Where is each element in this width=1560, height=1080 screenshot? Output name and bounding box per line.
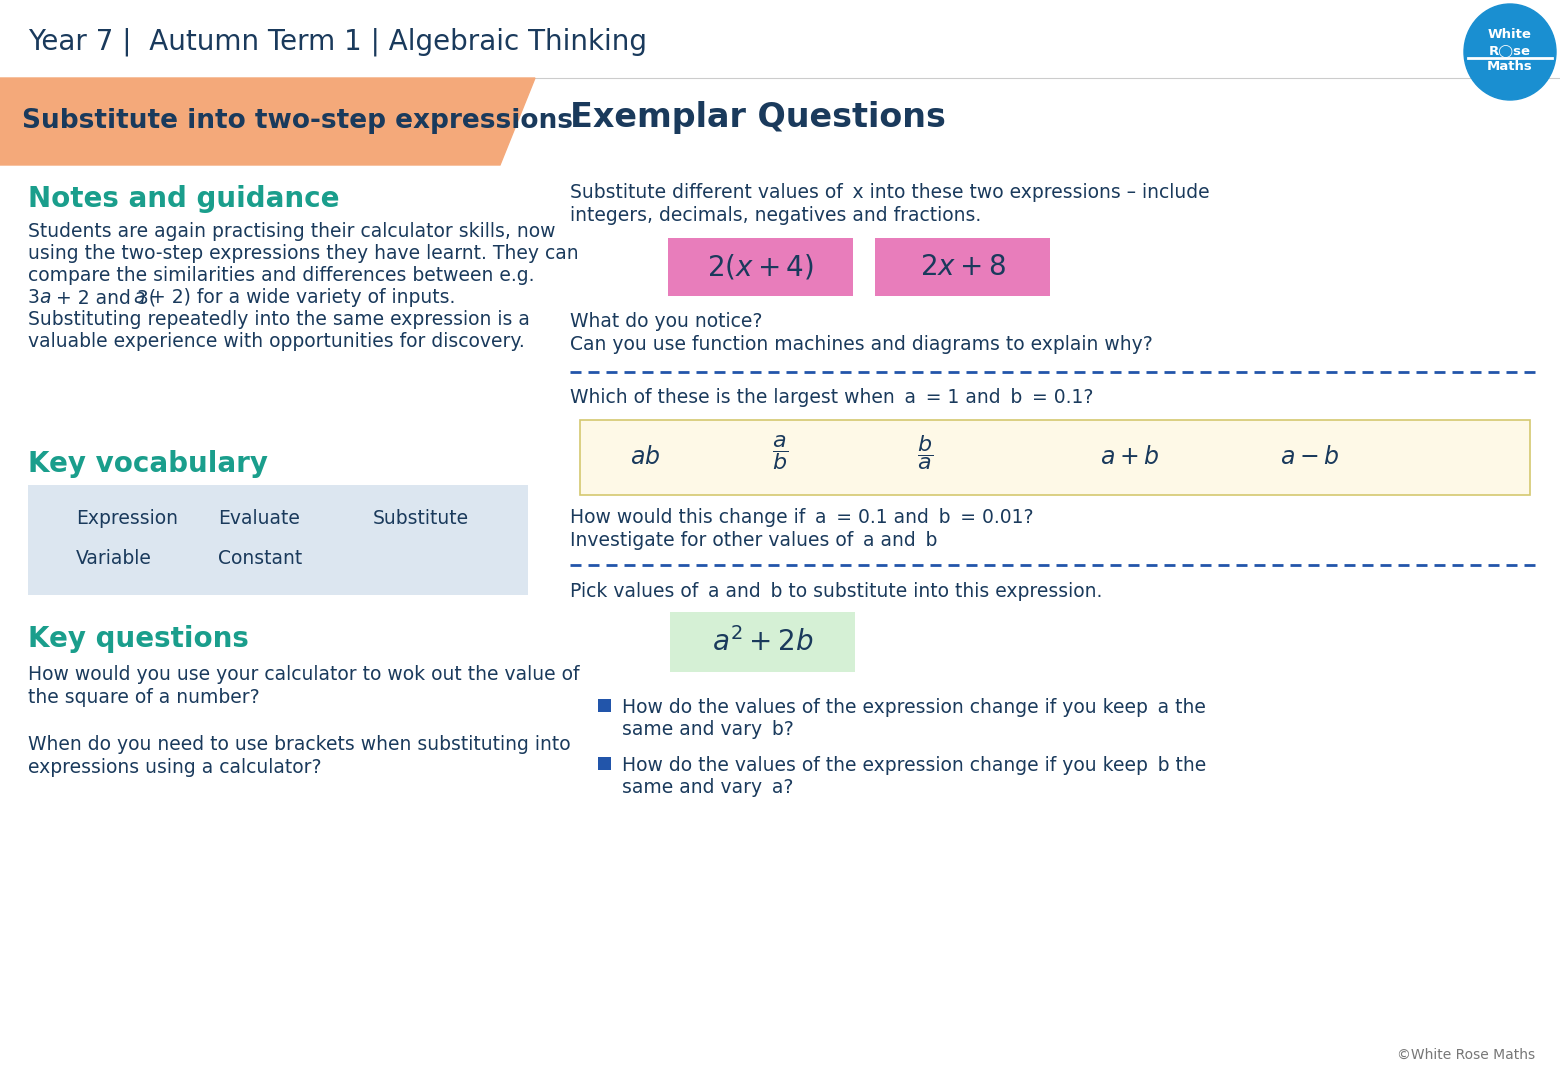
Text: 3: 3 — [28, 288, 41, 307]
Text: Pick values of  a and  b to substitute into this expression.: Pick values of a and b to substitute int… — [569, 582, 1103, 600]
Text: Students are again practising their calculator skills, now: Students are again practising their calc… — [28, 222, 555, 241]
Text: same and vary  a?: same and vary a? — [622, 778, 794, 797]
Text: Substitute into two-step expressions: Substitute into two-step expressions — [22, 108, 573, 134]
Text: R◯se: R◯se — [1488, 44, 1530, 57]
FancyBboxPatch shape — [28, 485, 527, 595]
Ellipse shape — [1463, 4, 1555, 100]
Text: White: White — [1488, 28, 1532, 41]
Text: Can you use function machines and diagrams to explain why?: Can you use function machines and diagra… — [569, 335, 1153, 354]
Text: Substitute: Substitute — [373, 509, 470, 527]
Text: What do you notice?: What do you notice? — [569, 312, 763, 330]
Text: Constant: Constant — [218, 549, 303, 567]
Text: Investigate for other values of  a and  b: Investigate for other values of a and b — [569, 531, 938, 550]
Text: How do the values of the expression change if you keep  a the: How do the values of the expression chan… — [622, 698, 1206, 717]
Text: valuable experience with opportunities for discovery.: valuable experience with opportunities f… — [28, 332, 524, 351]
Text: Expression: Expression — [76, 509, 178, 527]
Text: $a^2 + 2b$: $a^2 + 2b$ — [711, 627, 813, 657]
FancyBboxPatch shape — [597, 757, 612, 770]
Text: Evaluate: Evaluate — [218, 509, 300, 527]
Text: Exemplar Questions: Exemplar Questions — [569, 102, 945, 135]
Text: compare the similarities and differences between e.g.: compare the similarities and differences… — [28, 266, 535, 285]
Text: $ab$: $ab$ — [630, 445, 660, 470]
Text: $2(x + 4)$: $2(x + 4)$ — [707, 253, 814, 282]
FancyBboxPatch shape — [875, 238, 1050, 296]
Polygon shape — [0, 78, 535, 165]
Text: + 2) for a wide variety of inputs.: + 2) for a wide variety of inputs. — [144, 288, 456, 307]
Text: expressions using a calculator?: expressions using a calculator? — [28, 758, 321, 777]
Text: $a - b$: $a - b$ — [1281, 445, 1340, 470]
Text: Notes and guidance: Notes and guidance — [28, 185, 340, 213]
FancyBboxPatch shape — [668, 238, 853, 296]
Text: Maths: Maths — [1487, 60, 1533, 73]
Text: Key vocabulary: Key vocabulary — [28, 450, 268, 478]
FancyBboxPatch shape — [597, 699, 612, 712]
FancyBboxPatch shape — [580, 420, 1530, 495]
Text: When do you need to use brackets when substituting into: When do you need to use brackets when su… — [28, 735, 571, 754]
Text: + 2 and 3(: + 2 and 3( — [50, 288, 156, 307]
Text: $a$: $a$ — [133, 288, 145, 307]
Text: $a$: $a$ — [39, 288, 51, 307]
Text: same and vary  b?: same and vary b? — [622, 720, 794, 739]
Text: ©White Rose Maths: ©White Rose Maths — [1396, 1048, 1535, 1062]
Text: Variable: Variable — [76, 549, 151, 567]
Text: Substituting repeatedly into the same expression is a: Substituting repeatedly into the same ex… — [28, 310, 530, 329]
Text: Key questions: Key questions — [28, 625, 250, 653]
Text: Which of these is the largest when  a  = 1 and  b  = 0.1?: Which of these is the largest when a = 1… — [569, 388, 1094, 407]
Text: Substitute different values of  x into these two expressions – include: Substitute different values of x into th… — [569, 183, 1209, 202]
Text: How would this change if  a  = 0.1 and  b  = 0.01?: How would this change if a = 0.1 and b =… — [569, 508, 1033, 527]
Text: integers, decimals, negatives and fractions.: integers, decimals, negatives and fracti… — [569, 206, 981, 225]
Text: How do the values of the expression change if you keep  b the: How do the values of the expression chan… — [622, 756, 1206, 775]
Text: $\dfrac{b}{a}$: $\dfrac{b}{a}$ — [917, 433, 933, 472]
Text: Year 7 |  Autumn Term 1 | Algebraic Thinking: Year 7 | Autumn Term 1 | Algebraic Think… — [28, 28, 647, 56]
Text: the square of a number?: the square of a number? — [28, 688, 259, 707]
Text: How would you use your calculator to wok out the value of: How would you use your calculator to wok… — [28, 665, 579, 684]
Text: $\dfrac{a}{b}$: $\dfrac{a}{b}$ — [772, 433, 788, 472]
Text: $a + b$: $a + b$ — [1100, 445, 1159, 470]
Text: using the two-step expressions they have learnt. They can: using the two-step expressions they have… — [28, 244, 579, 264]
FancyBboxPatch shape — [669, 612, 855, 672]
Text: $2x + 8$: $2x + 8$ — [919, 253, 1006, 281]
